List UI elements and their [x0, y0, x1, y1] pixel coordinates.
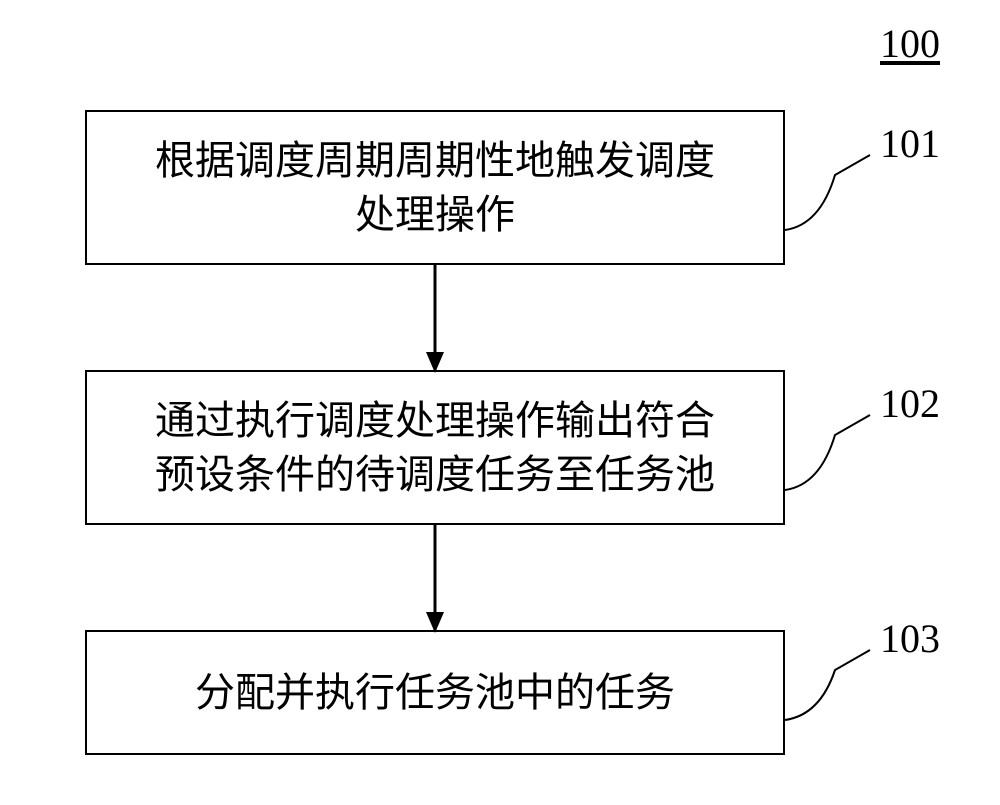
flowchart-canvas: 100 根据调度周期周期性地触发调度 处理操作 101 通过执行调度处理操作输出… — [0, 0, 1000, 805]
arrow-102-to-103 — [0, 0, 1000, 805]
